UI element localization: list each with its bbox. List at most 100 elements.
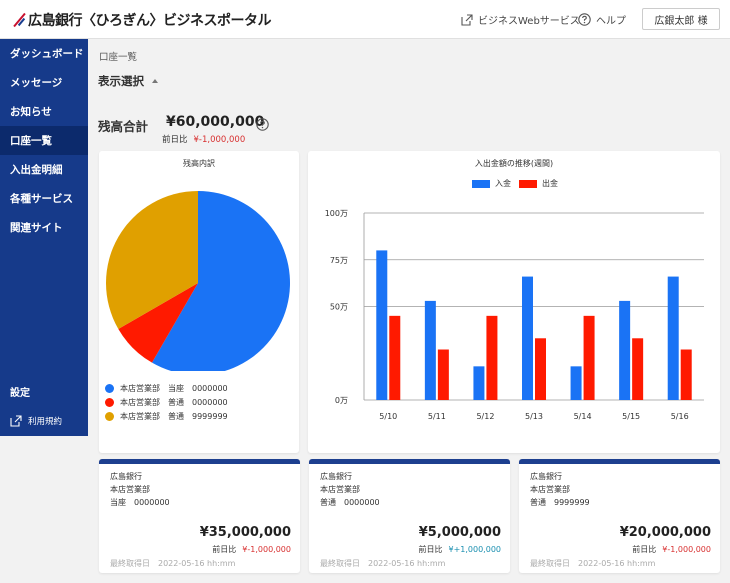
bar-legend-label: 入金	[495, 179, 511, 188]
sidebar-item[interactable]: 入出金明細	[10, 164, 63, 176]
balance-total-amount: ¥60,000,000	[166, 114, 265, 130]
header: 広島銀行〈ひろぎん〉ビジネスポータル ビジネスWebサービス ヘルプ 広銀太郎 …	[0, 0, 730, 39]
account-card-topbar	[99, 459, 300, 464]
bar-legend: 入金 出金	[472, 178, 566, 189]
account-diff: 前日比 ¥-1,000,000	[632, 544, 711, 555]
pie-legend-label: 本店営業部 当座 0000000	[120, 383, 228, 393]
bar	[570, 366, 582, 400]
user-menu-button[interactable]: 広銀太郎 様	[642, 8, 720, 30]
pie-chart-title: 残高内訳	[183, 159, 215, 168]
bar	[680, 349, 692, 400]
external-link-icon	[10, 415, 22, 427]
bank-name: 広島銀行	[110, 472, 142, 481]
sidebar-item-settings[interactable]: 設定	[10, 387, 30, 399]
account-diff-value: ¥+1,000,000	[448, 545, 501, 554]
pie-legend: 本店営業部 当座 0000000 本店営業部 普通 0000000 本店営業部 普通…	[105, 381, 228, 423]
y-tick-label: 75万	[330, 256, 348, 265]
display-select-toggle[interactable]: 表示選択	[98, 73, 158, 89]
account-card[interactable]: 広島銀行 本店営業部 普通 9999999 ¥20,000,000 前日比 ¥-1,000…	[519, 459, 720, 573]
pie-slice	[106, 191, 198, 329]
account-card[interactable]: 広島銀行本店営業部当座 0000000 ¥35,000,000 前日比 ¥-1,000…	[99, 459, 300, 573]
bar-legend-item: 入金	[472, 178, 511, 189]
pie-legend-label: 本店営業部 普通 0000000	[120, 397, 228, 407]
sidebar-item-terms[interactable]: 利用規約	[0, 406, 88, 436]
legend-dot-icon	[105, 397, 114, 407]
account-diff-label: 前日比	[632, 545, 657, 554]
caret-up-icon	[152, 79, 158, 83]
account-balance: ¥5,000,000	[418, 525, 501, 540]
account-type-number: 普通 9999999	[530, 498, 590, 507]
sidebar-item[interactable]: ダッシュボード	[10, 48, 84, 60]
account-diff: 前日比 ¥-1,000,000	[212, 544, 291, 555]
last-fetched-time: 最終取得日 2022-05-16 hh:mm	[530, 559, 656, 568]
web-services-link[interactable]: ビジネスWebサービス	[461, 12, 580, 27]
y-tick-label: 0万	[335, 396, 348, 405]
help-icon	[578, 13, 591, 26]
legend-swatch	[519, 179, 537, 188]
breadcrumb[interactable]: 口座一覧	[99, 52, 138, 63]
pie-slice	[118, 283, 198, 363]
sidebar-item[interactable]: 関連サイト	[10, 222, 63, 234]
bar	[424, 300, 436, 400]
account-type-number: 当座 0000000	[110, 498, 170, 507]
branch-name: 本店営業部	[320, 485, 360, 494]
account-type-number: 普通 0000000	[320, 498, 380, 507]
y-tick-label: 50万	[330, 303, 348, 312]
external-link-icon	[461, 13, 473, 26]
bar-legend-item: 出金	[519, 178, 558, 189]
balance-total-label: 残高合計	[98, 119, 149, 134]
account-diff-value: ¥-1,000,000	[662, 545, 711, 554]
sidebar-item[interactable]: お知らせ	[10, 106, 52, 118]
sidebar-item[interactable]: 各種サービス	[10, 193, 73, 205]
bar	[583, 315, 595, 400]
account-balance: ¥20,000,000	[619, 525, 711, 540]
legend-dot-icon	[105, 383, 114, 393]
account-diff-label: 前日比	[418, 545, 443, 554]
x-tick-label: 5/14	[574, 412, 592, 421]
bank-name: 広島銀行	[320, 472, 352, 481]
bar-chart: 0万 50万 75万 100万 5/10 5/11 5/12 5/13 5/14 5/15 5/16	[325, 209, 704, 421]
x-tick-label: 5/11	[428, 412, 446, 421]
x-tick-label: 5/15	[622, 412, 640, 421]
deposit-withdrawal-card: 入出金額の推移(週間) 入金 出金 0万 50万 75万 100万 5/10 5/11 5/1…	[308, 151, 720, 453]
pie-legend-item: 本店営業部 当座 0000000	[105, 381, 228, 395]
account-diff-label: 前日比	[212, 545, 237, 554]
balance-diff: 前日比 ¥-1,000,000	[162, 133, 245, 145]
x-tick-label: 5/12	[476, 412, 494, 421]
logo[interactable]: 広島銀行〈ひろぎん〉ビジネスポータル	[10, 10, 272, 30]
last-fetched-time: 最終取得日 2022-05-16 hh:mm	[110, 559, 236, 568]
sidebar-item[interactable]: 口座一覧	[0, 126, 88, 155]
account-balance: ¥35,000,000	[199, 525, 291, 540]
sidebar-bottom: 設定 利用規約	[0, 376, 88, 436]
pie-legend-label: 本店営業部 普通 9999999	[120, 411, 228, 421]
display-select-label: 表示選択	[98, 74, 144, 88]
bar	[437, 349, 449, 400]
bar	[667, 276, 679, 400]
bar-chart-title: 入出金額の推移(週間)	[474, 159, 554, 168]
bar	[389, 315, 401, 400]
help-icon[interactable]	[256, 118, 269, 131]
account-diff: 前日比 ¥+1,000,000	[418, 544, 501, 555]
pie-legend-item: 本店営業部 普通 0000000	[105, 395, 228, 409]
y-tick-label: 100万	[325, 209, 348, 218]
account-card-topbar	[309, 459, 510, 464]
bank-name: 広島銀行	[530, 472, 562, 481]
help-link[interactable]: ヘルプ	[578, 12, 626, 27]
bar	[522, 276, 533, 400]
sidebar: ダッシュボード メッセージお知らせ口座一覧入出金明細各種サービス 関連サイト 設定 …	[0, 39, 88, 436]
sidebar-nav: ダッシュボード メッセージお知らせ口座一覧入出金明細各種サービス 関連サイト	[0, 39, 88, 242]
x-tick-label: 5/13	[525, 412, 543, 421]
account-card[interactable]: 広島銀行本店営業部普通 0000000 ¥5,000,000 前日比 ¥+1,000,…	[309, 459, 510, 573]
account-diff-value: ¥-1,000,000	[242, 545, 291, 554]
pie-legend-item: 本店営業部 普通 9999999	[105, 409, 228, 423]
bar	[632, 338, 644, 400]
x-tick-label: 5/10	[379, 412, 397, 421]
bar	[486, 315, 498, 400]
legend-swatch	[472, 179, 490, 188]
logo-mark-icon	[10, 12, 26, 28]
diff-value: ¥-1,000,000	[193, 135, 246, 145]
bar	[535, 338, 546, 400]
branch-name: 本店営業部	[110, 485, 150, 494]
sidebar-item[interactable]: メッセージ	[10, 77, 63, 89]
account-card-topbar	[519, 459, 720, 464]
